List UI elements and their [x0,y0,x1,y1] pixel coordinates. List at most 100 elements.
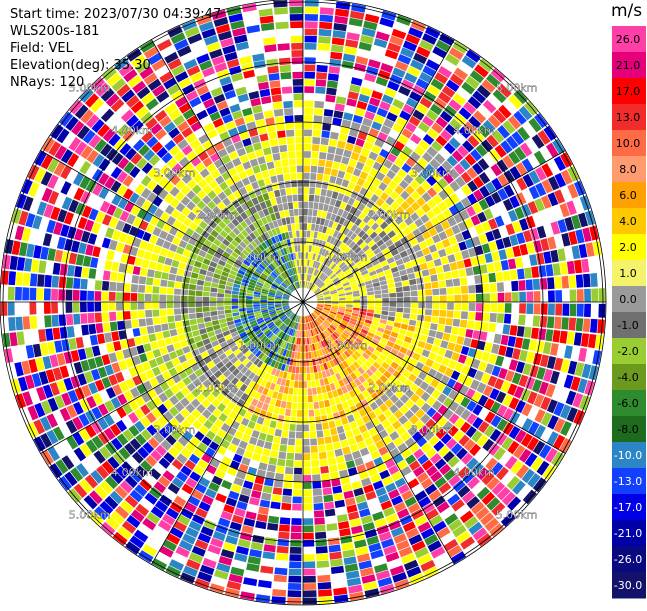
velocity-cell [585,348,595,364]
velocity-cell [359,289,367,293]
velocity-cell [258,352,265,360]
velocity-cell [575,318,584,332]
velocity-cell [428,351,437,361]
velocity-cell [250,135,261,144]
velocity-cell [291,314,296,321]
velocity-cell [407,66,421,77]
velocity-cell [279,188,287,196]
velocity-cell [188,296,195,302]
velocity-cell [369,231,378,240]
velocity-cell [427,128,439,140]
velocity-cell [290,373,295,381]
velocity-cell [424,342,433,351]
velocity-cell [315,239,320,247]
velocity-cell [334,381,341,389]
velocity-cell [238,170,248,180]
velocity-cell [7,286,15,301]
velocity-cell [433,440,445,452]
velocity-cell [497,173,509,187]
velocity-cell [297,402,303,410]
velocity-cell [29,388,40,404]
velocity-cell [246,293,254,297]
velocity-cell [410,308,418,314]
velocity-cell [401,163,412,173]
velocity-cell [274,279,281,285]
velocity-cell [267,366,274,374]
velocity-cell [201,453,212,464]
velocity-cell [175,321,183,329]
velocity-cell [410,190,421,201]
velocity-cell [477,125,491,138]
colorbar-tick-label: -21.0 [614,527,642,540]
velocity-cell [84,474,99,489]
velocity-cell [245,257,253,264]
velocity-cell [213,370,223,379]
velocity-cell [410,404,420,414]
velocity-cell [454,405,466,417]
velocity-cell [437,347,447,357]
velocity-cell [322,174,330,182]
velocity-cell [234,279,242,285]
velocity-cell [228,490,240,500]
velocity-cell [139,267,148,277]
velocity-cell [399,346,408,355]
velocity-cell [458,126,471,139]
velocity-cell [202,557,217,569]
velocity-cell [296,259,300,267]
velocity-cell [231,437,241,446]
velocity-cell [219,365,228,374]
velocity-cell [313,503,324,511]
velocity-cell [319,144,328,153]
velocity-cell [369,365,378,373]
velocity-cell [152,84,166,97]
velocity-cell [361,27,376,38]
velocity-cell [393,356,403,365]
velocity-cell [141,361,151,372]
velocity-cell [245,340,253,347]
velocity-cell [202,258,211,266]
velocity-cell [566,331,575,345]
velocity-cell [308,194,315,202]
velocity-cell [321,323,327,330]
velocity-cell [501,491,516,506]
velocity-cell [259,323,267,329]
velocity-cell [188,290,196,296]
velocity-cell [142,517,157,531]
velocity-cell [130,470,143,483]
velocity-cell [275,227,281,235]
velocity-cell [303,568,316,576]
velocity-cell [264,356,271,364]
velocity-cell [263,418,271,427]
velocity-cell [206,384,216,393]
velocity-cell [68,252,78,265]
velocity-cell [356,358,364,366]
velocity-cell [440,433,452,445]
velocity-cell [530,456,544,472]
velocity-cell [241,334,249,341]
velocity-cell [540,303,548,315]
velocity-cell [141,92,155,105]
velocity-cell [159,545,174,558]
velocity-cell [94,138,107,153]
velocity-cell [8,271,16,286]
velocity-cell [258,333,266,340]
velocity-cell [475,284,483,293]
velocity-cell [290,35,303,43]
velocity-cell [350,215,358,224]
velocity-cell [198,21,214,32]
velocity-cell [266,320,273,325]
velocity-cell [465,75,480,89]
velocity-cell [178,156,190,168]
velocity-cell [336,337,344,345]
velocity-cell [169,145,181,157]
velocity-cell [267,332,274,339]
velocity-cell [306,245,309,252]
velocity-cell [81,384,92,398]
velocity-cell [163,399,174,410]
velocity-cell [393,436,404,447]
velocity-cell [67,264,75,277]
velocity-cell [502,120,516,134]
velocity-cell [338,521,350,530]
velocity-cell [304,323,306,331]
velocity-cell [128,366,138,377]
